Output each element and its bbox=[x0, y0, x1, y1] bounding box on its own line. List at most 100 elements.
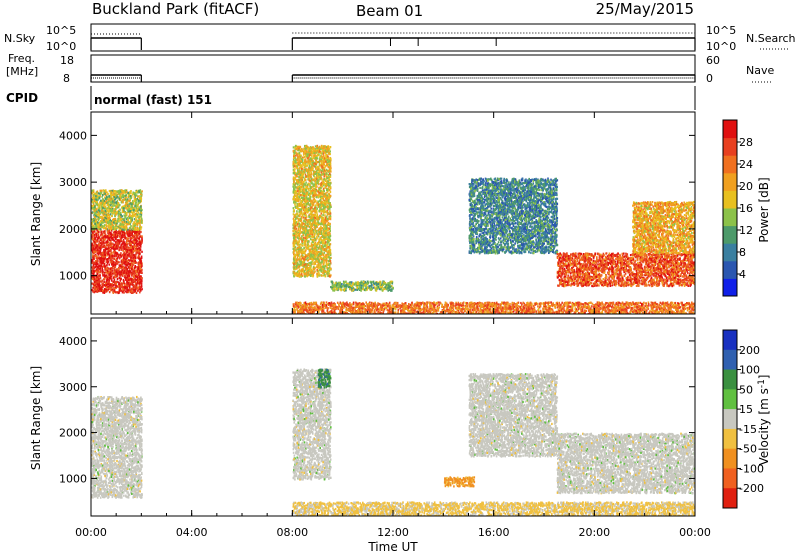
data-cell bbox=[116, 280, 118, 283]
data-cell bbox=[133, 221, 135, 224]
data-cell bbox=[114, 269, 116, 272]
data-cell bbox=[95, 261, 98, 264]
data-cell bbox=[109, 287, 112, 290]
data-cell bbox=[122, 266, 125, 269]
data-cell bbox=[123, 204, 126, 208]
data-cell bbox=[94, 266, 97, 269]
data-cell bbox=[106, 289, 109, 292]
data-cell bbox=[115, 247, 117, 250]
data-cell bbox=[132, 271, 134, 274]
data-cell bbox=[125, 272, 127, 275]
data-cell bbox=[107, 235, 109, 238]
data-cell bbox=[298, 258, 301, 261]
nsky-label: N.Sky bbox=[4, 32, 36, 45]
data-cell bbox=[99, 242, 102, 245]
data-cell bbox=[97, 260, 99, 263]
data-cell bbox=[295, 233, 298, 236]
data-cell bbox=[138, 278, 140, 281]
data-cell bbox=[98, 249, 100, 252]
data-cell bbox=[104, 196, 106, 199]
data-cell bbox=[95, 256, 98, 260]
data-cell bbox=[298, 237, 301, 240]
data-cell bbox=[112, 276, 115, 279]
data-cell bbox=[118, 197, 121, 200]
data-cell bbox=[139, 221, 142, 224]
data-cell bbox=[112, 200, 114, 203]
data-cell bbox=[306, 208, 309, 211]
data-cell bbox=[322, 187, 325, 190]
data-cell bbox=[118, 210, 120, 213]
data-cell bbox=[134, 226, 137, 229]
data-cell bbox=[137, 268, 139, 271]
data-cell bbox=[98, 196, 101, 200]
data-cell bbox=[130, 282, 133, 285]
data-cell bbox=[103, 263, 106, 266]
data-cell bbox=[299, 256, 301, 259]
data-cell bbox=[101, 209, 103, 212]
data-cell bbox=[303, 263, 306, 266]
data-cell bbox=[296, 258, 299, 261]
data-cell bbox=[133, 236, 135, 239]
data-cell bbox=[118, 227, 121, 231]
data-cell bbox=[320, 204, 323, 207]
data-cell bbox=[130, 217, 132, 220]
data-cell bbox=[105, 248, 108, 251]
data-cell bbox=[141, 288, 143, 291]
data-cell bbox=[124, 258, 127, 261]
data-cell bbox=[111, 283, 113, 286]
data-cell bbox=[130, 230, 133, 233]
data-cell bbox=[301, 244, 304, 247]
data-cell bbox=[294, 218, 297, 221]
data-cell bbox=[131, 271, 133, 274]
data-cell bbox=[110, 269, 113, 272]
freq-label-line2: [MHz] bbox=[6, 65, 38, 78]
data-cell bbox=[98, 221, 101, 224]
data-cell bbox=[120, 282, 122, 285]
data-cell bbox=[100, 257, 103, 260]
data-cell bbox=[138, 272, 140, 275]
data-cell bbox=[119, 266, 122, 269]
data-cell bbox=[125, 272, 128, 275]
data-cell bbox=[122, 249, 124, 252]
data-cell bbox=[303, 223, 306, 226]
data-cell bbox=[303, 244, 305, 247]
data-cell bbox=[99, 259, 101, 262]
data-cell bbox=[97, 238, 99, 241]
data-cell bbox=[115, 206, 118, 209]
data-cell bbox=[126, 205, 128, 208]
data-cell bbox=[110, 274, 113, 277]
data-cell bbox=[96, 231, 99, 234]
counts-tick-high-right: 10^5 bbox=[706, 24, 736, 37]
data-cell bbox=[94, 269, 96, 272]
data-cell bbox=[311, 231, 314, 234]
data-cell bbox=[109, 258, 112, 261]
data-cell bbox=[99, 239, 102, 242]
data-cell bbox=[133, 255, 136, 258]
data-cell bbox=[105, 290, 107, 293]
data-cell bbox=[137, 243, 139, 246]
data-cell bbox=[103, 258, 106, 261]
data-cell bbox=[123, 284, 126, 287]
data-cell bbox=[107, 283, 110, 286]
data-cell bbox=[329, 146, 332, 149]
data-cell bbox=[92, 286, 94, 289]
data-cell bbox=[126, 244, 128, 247]
data-cell bbox=[329, 186, 332, 189]
data-cell bbox=[303, 220, 305, 223]
data-cell bbox=[116, 219, 119, 223]
data-cell bbox=[133, 276, 135, 279]
data-cell bbox=[295, 260, 297, 263]
data-cell bbox=[129, 221, 131, 224]
data-cell bbox=[91, 272, 94, 275]
data-cell bbox=[319, 207, 321, 210]
data-cell bbox=[114, 197, 117, 200]
data-cell bbox=[127, 284, 129, 287]
data-cell bbox=[107, 237, 109, 240]
data-cell bbox=[96, 244, 98, 247]
data-cell bbox=[323, 175, 325, 178]
data-cell bbox=[130, 240, 133, 243]
data-cell bbox=[113, 266, 116, 269]
data-cell bbox=[123, 261, 126, 265]
data-cell bbox=[139, 235, 141, 238]
data-cell bbox=[136, 223, 138, 226]
